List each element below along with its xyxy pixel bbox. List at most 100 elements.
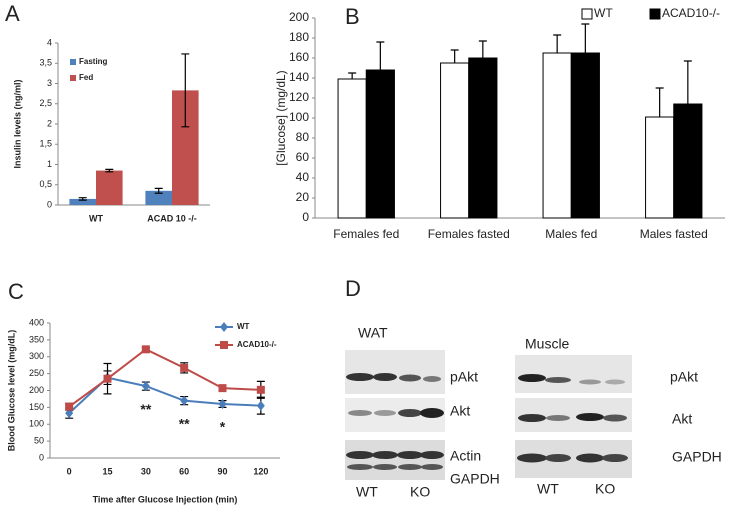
error-bar bbox=[181, 53, 190, 128]
blot-row-label: Actin bbox=[450, 448, 481, 464]
y-tick-label: 1,5 bbox=[39, 139, 52, 149]
panel-label: B bbox=[345, 4, 360, 29]
marker bbox=[256, 385, 265, 394]
y-tick-label: 400 bbox=[29, 317, 44, 327]
bar bbox=[337, 78, 367, 219]
y-tick-label: 0 bbox=[302, 210, 309, 224]
blot-lane-label: KO bbox=[410, 484, 430, 500]
bar bbox=[69, 198, 96, 205]
x-tick-label: Females fed bbox=[333, 227, 399, 241]
annotation: ** bbox=[140, 401, 151, 417]
bar bbox=[570, 52, 600, 219]
panel-label: D bbox=[345, 276, 361, 301]
error-bar bbox=[581, 23, 590, 53]
y-tick-label: 300 bbox=[29, 351, 44, 361]
y-tick-label: 100 bbox=[29, 419, 44, 429]
y-tick-label: 200 bbox=[289, 10, 309, 24]
y-axis-label: Insulin levels (ng/ml) bbox=[12, 79, 22, 168]
panel-label: A bbox=[5, 1, 20, 26]
line bbox=[68, 348, 261, 408]
y-tick-label: 200 bbox=[29, 385, 44, 395]
blot-lane-label: WT bbox=[356, 484, 378, 500]
error-bar bbox=[78, 197, 87, 201]
marker bbox=[256, 400, 265, 411]
marker bbox=[220, 322, 228, 332]
legend-label: ACAD10-/- bbox=[662, 6, 720, 20]
x-tick-label: 60 bbox=[179, 466, 189, 476]
legend-swatch bbox=[581, 8, 593, 20]
blot-row-label: GAPDH bbox=[450, 471, 500, 487]
error-bar bbox=[478, 40, 487, 58]
y-tick-label: 60 bbox=[296, 150, 310, 164]
x-tick-label: WT bbox=[89, 213, 103, 223]
y-tick-label: 2,5 bbox=[39, 98, 52, 108]
y-tick-label: 250 bbox=[29, 368, 44, 378]
legend-label: WT bbox=[594, 6, 613, 20]
y-tick-label: 0 bbox=[39, 452, 44, 462]
y-axis-label: [Glucose] (mg/dL) bbox=[274, 70, 288, 165]
x-tick-label: Males fasted bbox=[640, 227, 708, 241]
y-tick-label: 100 bbox=[289, 110, 309, 124]
x-axis-label: Time after Glucose Injection (min) bbox=[93, 494, 238, 504]
error-bar bbox=[154, 187, 163, 194]
error-bar bbox=[450, 49, 459, 63]
error-bar bbox=[683, 60, 692, 104]
x-tick-label: 15 bbox=[102, 466, 112, 476]
blot-lane-label: WT bbox=[537, 481, 559, 497]
blot-image bbox=[345, 350, 445, 480]
y-tick-label: 40 bbox=[296, 170, 310, 184]
bar bbox=[468, 57, 498, 219]
marker bbox=[103, 374, 112, 383]
y-tick-label: 1 bbox=[47, 159, 52, 169]
y-tick-label: 4 bbox=[47, 37, 52, 47]
legend-swatch bbox=[70, 75, 76, 81]
blot-row-label: Akt bbox=[450, 403, 470, 419]
annotation: ** bbox=[179, 415, 190, 431]
error-bar bbox=[553, 34, 562, 53]
x-tick-label: 0 bbox=[67, 466, 72, 476]
y-tick-label: 2 bbox=[47, 118, 52, 128]
marker bbox=[218, 384, 227, 393]
x-tick-label: 90 bbox=[217, 466, 227, 476]
y-tick-label: 3,5 bbox=[39, 58, 52, 68]
marker bbox=[180, 395, 189, 406]
x-tick-label: 120 bbox=[253, 466, 268, 476]
marker bbox=[141, 345, 150, 354]
y-tick-label: 120 bbox=[289, 90, 309, 104]
y-tick-label: 150 bbox=[29, 402, 44, 412]
x-tick-label: Males fed bbox=[545, 227, 597, 241]
x-tick-label: ACAD 10 -/- bbox=[147, 213, 197, 223]
y-tick-label: 180 bbox=[289, 30, 309, 44]
blot-row-label: GAPDH bbox=[672, 449, 722, 465]
y-tick-label: 350 bbox=[29, 334, 44, 344]
error-bar bbox=[376, 41, 385, 70]
marker bbox=[218, 399, 227, 409]
y-tick-label: 80 bbox=[296, 130, 310, 144]
y-tick-label: 20 bbox=[296, 190, 310, 204]
bar bbox=[542, 52, 572, 219]
legend-swatch bbox=[70, 59, 76, 65]
bar bbox=[440, 62, 470, 219]
legend-label: Fasting bbox=[79, 57, 108, 66]
legend-label: WT bbox=[237, 322, 250, 331]
error-bar bbox=[348, 72, 357, 79]
y-axis-label: Blood Glucose level (mg/dL) bbox=[6, 330, 16, 452]
bar bbox=[96, 170, 123, 205]
legend-swatch bbox=[649, 8, 661, 20]
blot-title: Muscle bbox=[525, 336, 570, 352]
bar bbox=[645, 116, 675, 219]
y-tick-label: 160 bbox=[289, 50, 309, 64]
legend-label: ACAD10-/- bbox=[237, 340, 277, 349]
legend-label: Fed bbox=[79, 73, 93, 82]
blot-lane-label: KO bbox=[595, 481, 615, 497]
x-tick-label: 30 bbox=[141, 466, 151, 476]
bar bbox=[365, 69, 395, 219]
marker bbox=[180, 363, 189, 372]
blot-row-label: pAkt bbox=[450, 369, 478, 385]
annotation: * bbox=[220, 419, 226, 435]
y-tick-label: 0 bbox=[47, 199, 52, 209]
y-tick-label: 3 bbox=[47, 78, 52, 88]
y-tick-label: 50 bbox=[34, 436, 44, 446]
line bbox=[68, 376, 261, 414]
panel-label: C bbox=[8, 279, 24, 304]
